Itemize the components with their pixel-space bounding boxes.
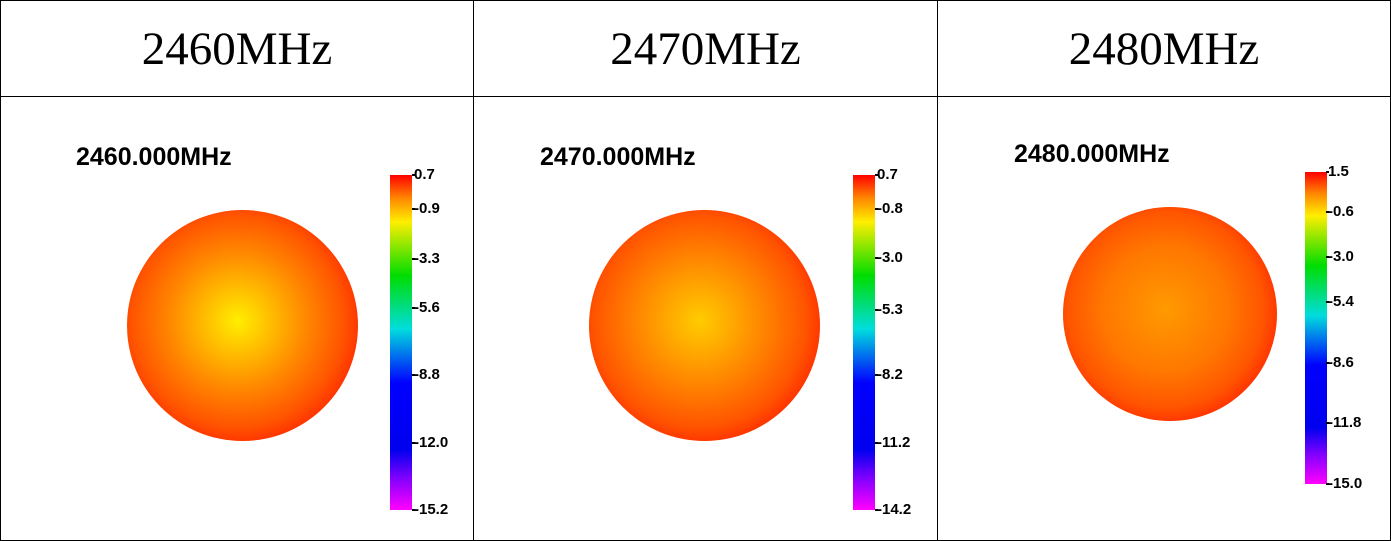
header-cell-2480: 2480MHz (1068, 22, 1260, 75)
colorbar-tick-label: -15.2 (411, 501, 449, 518)
colorbar-tick-label: -11.8 (1325, 414, 1362, 432)
heatmap-panel-2470: 2470.000MHz 0.7 -0.8 -3.0 -5.3 -8.2 -11.2 -14.… (474, 97, 937, 540)
field-disc (1063, 207, 1277, 421)
field-disc (589, 210, 820, 441)
chart-title: 2460.000MHz (76, 143, 232, 171)
colorbar-tick-label: 0.7 (412, 166, 435, 183)
heatmap-panel-2460: 2460.000MHz 0.7 -0.9 -3.3 -5.6 -8.8 -12.0 -15.… (1, 97, 473, 540)
colorbar-tick-label: -15.0 (1325, 475, 1363, 492)
colorbar-tick-label: -3.0 (875, 249, 903, 267)
heatmap-panel-2480: 2480.000MHz 1.5 -0.6 -3.0 -5.4 -8.6 -11.8 -15.… (938, 97, 1390, 540)
header-cell-2470: 2470MHz (610, 22, 801, 75)
colorbar-tick-label: -0.8 (875, 199, 903, 217)
colorbar-tick-label: -8.6 (1326, 353, 1354, 371)
column-divider (473, 1, 474, 540)
colorbar-tick-label: -11.2 (874, 433, 911, 451)
colorbar-tick-label: -3.3 (412, 250, 440, 268)
colorbar-tick-label: -14.2 (874, 501, 912, 518)
chart-title: 2480.000MHz (1014, 140, 1170, 168)
header-cell-2460: 2460MHz (141, 22, 333, 75)
colorbar-tick-label: -8.8 (412, 366, 440, 384)
colorbar-tick-label: -3.0 (1326, 248, 1354, 266)
colorbar-tick-label: -12.0 (411, 433, 449, 451)
colorbar-tick-label: -5.6 (412, 298, 440, 316)
column-divider (937, 1, 938, 540)
colorbar-tick-label: 0.7 (875, 166, 898, 183)
colorbar-tick-label: -0.6 (1326, 202, 1354, 220)
colorbar (390, 175, 412, 510)
header-row: 2460MHz 2470MHz 2480MHz (1, 1, 1390, 97)
colorbar-tick-label: -5.3 (875, 300, 903, 318)
colorbar (1305, 172, 1327, 484)
field-disc (127, 210, 358, 441)
colorbar-tick-label: -0.9 (412, 199, 440, 217)
colorbar-tick-label: 1.5 (1326, 163, 1349, 180)
chart-title: 2470.000MHz (540, 143, 696, 171)
colorbar (853, 175, 875, 510)
colorbar-tick-label: -8.2 (875, 366, 903, 384)
colorbar-tick-label: -5.4 (1326, 293, 1354, 311)
